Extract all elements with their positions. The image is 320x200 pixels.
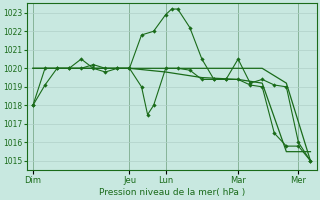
X-axis label: Pression niveau de la mer( hPa ): Pression niveau de la mer( hPa ) [99, 188, 245, 197]
